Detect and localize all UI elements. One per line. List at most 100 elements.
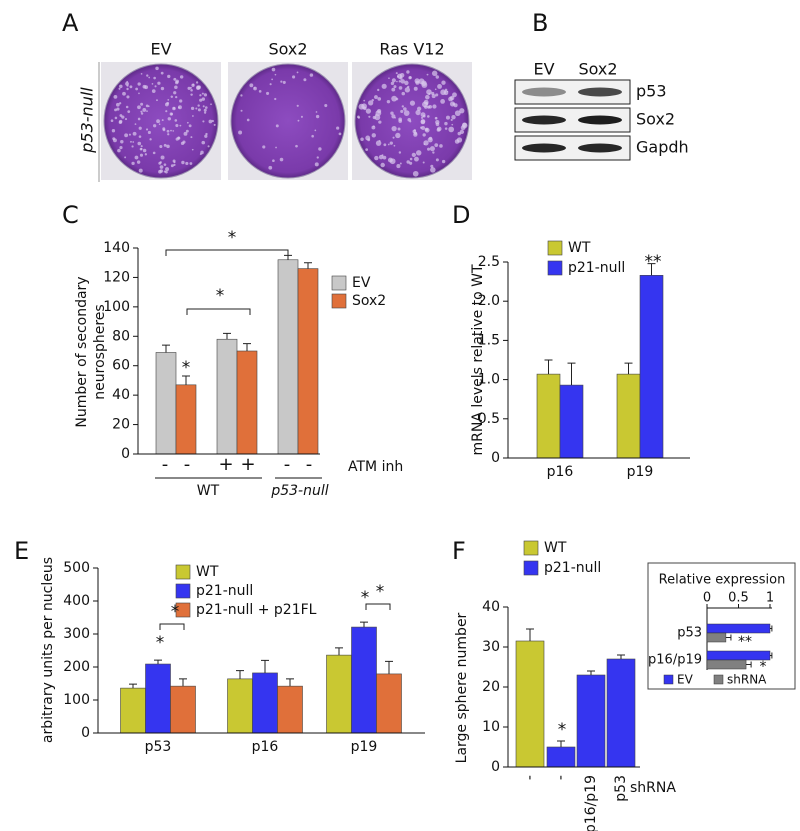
bar [252, 672, 278, 734]
speckle [426, 115, 430, 118]
speckle [181, 160, 185, 165]
speckle [315, 114, 320, 119]
speckle [446, 90, 449, 93]
speckle [125, 105, 129, 109]
speckle [160, 86, 165, 91]
y-tick-label: 20 [482, 679, 500, 695]
speckle [118, 120, 123, 124]
significance: ** [738, 634, 752, 650]
speckle [139, 153, 144, 157]
speckle [201, 97, 206, 101]
speckle [336, 126, 340, 130]
speckle [367, 138, 371, 142]
speckle [158, 123, 161, 126]
band [522, 115, 566, 125]
speckle [375, 110, 382, 117]
speckle [124, 156, 127, 159]
speckle [358, 103, 365, 110]
speckle [147, 130, 151, 135]
bracket [365, 603, 391, 610]
y-tick-label: 140 [103, 240, 130, 256]
speckle [144, 153, 148, 156]
speckle [406, 70, 410, 74]
band [578, 115, 622, 125]
x-tick-label: 0.5 [728, 591, 749, 606]
band [522, 87, 566, 97]
error-bar [129, 683, 137, 689]
panel-letter: C [62, 201, 79, 229]
speckle [170, 129, 172, 132]
speckle [441, 80, 446, 85]
speckle [393, 144, 396, 147]
treatment-sign: + [240, 454, 255, 475]
treatment-label: ATM inh [348, 459, 403, 475]
row-label: Sox2 [636, 110, 675, 129]
speckle [282, 80, 286, 84]
speckle [135, 87, 139, 91]
y-tick-label: p53 [677, 626, 702, 641]
speckle [457, 131, 461, 136]
speckle [182, 140, 186, 144]
speckle [146, 74, 149, 77]
speckle [451, 115, 456, 120]
significance: * [376, 582, 385, 602]
error-bar [360, 621, 368, 628]
y-axis-label: neurospheres [92, 304, 108, 399]
treatment-sign: - [184, 454, 191, 475]
speckle [170, 95, 174, 98]
speckle [202, 105, 205, 108]
speckle [377, 97, 382, 101]
legend-label: p21-null [196, 583, 253, 599]
speckle [238, 130, 243, 135]
speckle [163, 163, 167, 166]
legend-swatch [331, 275, 347, 291]
speckle [368, 115, 371, 118]
x-tick-label: p16 [547, 464, 574, 480]
speckle [152, 151, 156, 155]
legend-label: p21-null [568, 260, 625, 276]
significance: * [216, 286, 225, 306]
speckle [434, 116, 438, 120]
error-bar [162, 344, 170, 353]
speckle [140, 147, 143, 150]
y-tick-label: 0.5 [478, 411, 500, 427]
speckle [187, 86, 191, 90]
significance: * [558, 720, 567, 740]
speckle [156, 119, 160, 124]
speckle [415, 80, 420, 85]
bar [546, 746, 576, 768]
speckle [138, 168, 143, 173]
x-tick-label: - [553, 775, 569, 780]
y-tick-label: 0 [491, 450, 500, 466]
speckle [145, 128, 149, 131]
speckle [167, 133, 170, 136]
speckle [435, 75, 439, 79]
legend-label: p21-null + p21FL [196, 602, 317, 618]
speckle [451, 123, 454, 126]
speckle [274, 97, 277, 101]
x-tick-label: p16 [252, 739, 279, 755]
speckle [432, 151, 435, 154]
band [578, 87, 622, 97]
speckle [137, 141, 142, 146]
bar [351, 626, 377, 734]
y-tick-label: 40 [482, 599, 500, 615]
legend-label: WT [196, 564, 219, 580]
speckle [161, 119, 164, 122]
speckle [296, 104, 299, 107]
speckle [434, 143, 439, 147]
y-tick-label: 20 [112, 417, 130, 433]
speckle [156, 99, 158, 102]
legend-label: WT [544, 540, 567, 556]
legend-swatch [523, 560, 539, 576]
speckle [155, 66, 159, 71]
y-axis-label: Large sphere number [454, 612, 470, 763]
speckle [426, 89, 432, 95]
speckle [275, 124, 279, 128]
speckle [174, 119, 178, 122]
speckle [378, 120, 382, 124]
speckle [422, 161, 425, 164]
speckle [454, 110, 461, 117]
speckle [262, 145, 266, 149]
error-bar [223, 332, 231, 340]
